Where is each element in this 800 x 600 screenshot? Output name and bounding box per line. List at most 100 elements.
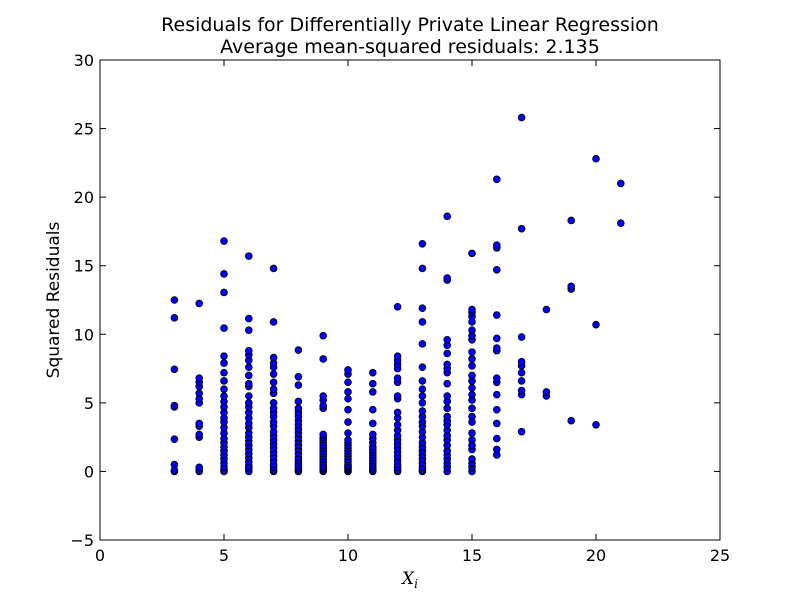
y-tick-label: 25 [74, 120, 94, 139]
data-point [517, 333, 526, 341]
x-tick-label: 5 [219, 546, 229, 565]
data-point [269, 378, 278, 387]
x-axis-label: Xi [400, 569, 418, 591]
data-point [468, 362, 476, 370]
data-point [195, 430, 204, 439]
data-point [468, 436, 476, 444]
data-point [468, 404, 476, 413]
data-point [443, 404, 452, 413]
x-tick-label: 15 [462, 546, 482, 565]
data-point [344, 378, 352, 387]
data-point [170, 365, 179, 374]
data-point [468, 305, 476, 314]
data-point [195, 374, 204, 382]
data-point [492, 405, 501, 414]
data-point [517, 386, 526, 395]
data-point [468, 326, 476, 334]
data-point [220, 288, 228, 297]
data-point [368, 379, 377, 388]
data-point [170, 460, 179, 469]
data-point [245, 346, 253, 355]
y-tick-label: 0 [84, 462, 94, 481]
data-point [492, 241, 501, 249]
data-point [245, 379, 253, 388]
data-point [468, 390, 476, 399]
y-axis-ticks: −5 0 5 10 15 20 25 30 [70, 51, 720, 550]
data-point [592, 420, 600, 429]
data-point [517, 368, 526, 377]
data-point [245, 314, 253, 323]
data-point [492, 266, 501, 274]
data-point [517, 427, 526, 436]
data-point [468, 412, 476, 421]
data-point [443, 349, 452, 358]
y-tick-label: 20 [74, 188, 94, 207]
data-point [220, 385, 228, 393]
data-point [492, 344, 501, 352]
data-point [368, 419, 377, 428]
data-point [567, 416, 575, 425]
data-point [393, 352, 402, 361]
data-point [468, 383, 476, 392]
data-point [468, 429, 476, 437]
data-point [418, 239, 427, 248]
data-point [592, 154, 600, 163]
data-point [443, 392, 452, 400]
data-point [195, 389, 204, 398]
y-tick-label: −5 [70, 531, 94, 550]
data-point [344, 429, 352, 437]
data-points [170, 113, 625, 476]
data-point [418, 264, 427, 273]
x-axis-ticks: 0 5 10 15 20 25 [95, 60, 730, 565]
data-point [567, 216, 575, 225]
data-point [170, 435, 179, 444]
x-axis-label-subscript: i [414, 577, 418, 591]
data-point [220, 392, 228, 400]
data-point [170, 401, 179, 410]
data-point [492, 419, 501, 428]
data-point [245, 326, 253, 334]
data-point [517, 357, 526, 366]
data-point [492, 390, 501, 399]
data-point [269, 399, 278, 407]
data-point [468, 355, 476, 363]
data-point [567, 282, 575, 291]
data-point [393, 392, 402, 400]
data-point [393, 408, 402, 417]
data-point [294, 397, 303, 406]
data-point [220, 352, 228, 361]
data-point [220, 359, 228, 367]
y-tick-label: 10 [74, 325, 94, 344]
y-tick-label: 15 [74, 257, 94, 276]
data-point [468, 348, 476, 356]
chart-title: Residuals for Differentially Private Lin… [161, 14, 659, 36]
data-point [418, 377, 427, 385]
data-point [616, 219, 625, 228]
data-point [468, 249, 476, 258]
data-point [443, 274, 452, 282]
data-point [344, 405, 352, 414]
data-point [368, 405, 377, 414]
data-point [517, 113, 526, 122]
x-tick-label: 0 [95, 546, 105, 565]
data-point [344, 436, 352, 444]
data-point [592, 320, 600, 329]
data-point [517, 377, 526, 385]
data-point [443, 335, 452, 344]
data-point [368, 388, 377, 396]
data-point [220, 377, 228, 385]
data-point [269, 353, 278, 362]
data-point [319, 392, 328, 400]
data-point [319, 430, 328, 439]
data-point [393, 374, 402, 382]
data-point [170, 296, 179, 304]
data-point [344, 388, 352, 396]
y-axis-label: Squared Residuals [44, 222, 64, 379]
data-point [443, 212, 452, 221]
data-point [220, 324, 228, 332]
data-point [492, 445, 501, 454]
x-tick-label: 10 [338, 546, 358, 565]
y-tick-label: 5 [84, 394, 94, 413]
x-tick-label: 25 [710, 546, 730, 565]
data-point [269, 385, 278, 393]
